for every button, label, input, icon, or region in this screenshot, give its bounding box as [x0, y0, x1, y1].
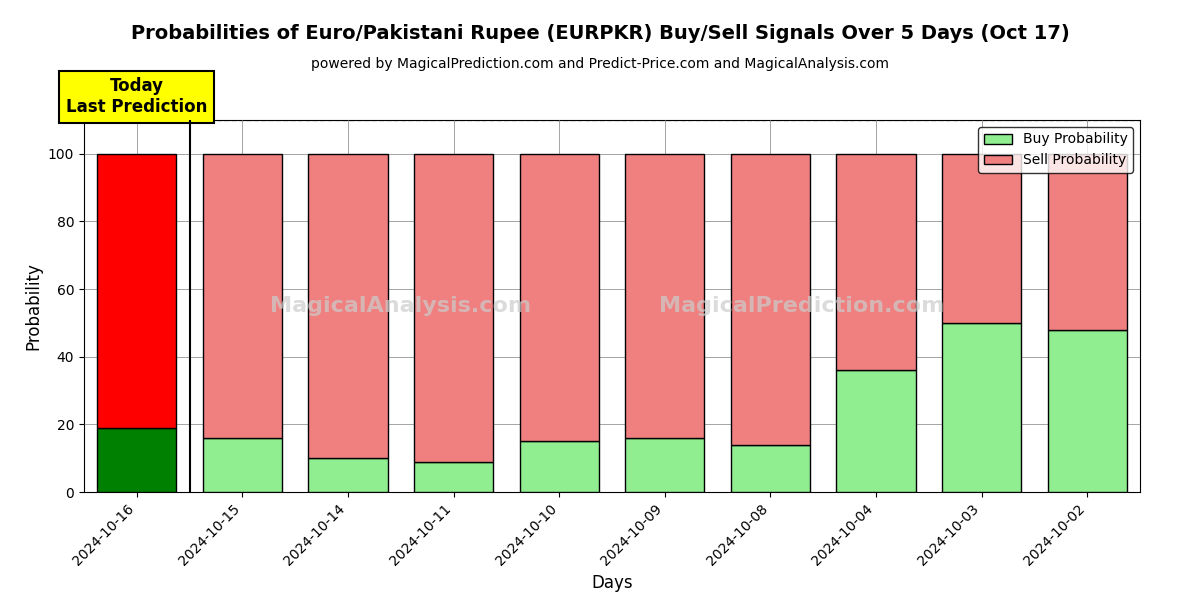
Bar — [203, 438, 282, 492]
Bar — [308, 458, 388, 492]
Bar — [942, 323, 1021, 492]
Text: Probabilities of Euro/Pakistani Rupee (EURPKR) Buy/Sell Signals Over 5 Days (Oct: Probabilities of Euro/Pakistani Rupee (E… — [131, 24, 1069, 43]
Bar — [731, 445, 810, 492]
Bar — [836, 154, 916, 370]
Bar — [520, 441, 599, 492]
Bar — [625, 154, 704, 438]
Text: MagicalAnalysis.com: MagicalAnalysis.com — [270, 296, 532, 316]
Bar — [414, 154, 493, 461]
Bar — [942, 154, 1021, 323]
Bar — [731, 154, 810, 445]
Y-axis label: Probability: Probability — [24, 262, 42, 350]
Legend: Buy Probability, Sell Probability: Buy Probability, Sell Probability — [978, 127, 1133, 173]
Text: MagicalPrediction.com: MagicalPrediction.com — [659, 296, 944, 316]
Bar — [97, 428, 176, 492]
X-axis label: Days: Days — [592, 574, 632, 592]
Text: powered by MagicalPrediction.com and Predict-Price.com and MagicalAnalysis.com: powered by MagicalPrediction.com and Pre… — [311, 57, 889, 71]
Bar — [97, 154, 176, 428]
Bar — [1048, 329, 1127, 492]
Text: Today
Last Prediction: Today Last Prediction — [66, 77, 208, 116]
Bar — [520, 154, 599, 441]
Bar — [203, 154, 282, 438]
Bar — [1048, 154, 1127, 329]
Bar — [625, 438, 704, 492]
Bar — [308, 154, 388, 458]
Bar — [414, 461, 493, 492]
Bar — [836, 370, 916, 492]
